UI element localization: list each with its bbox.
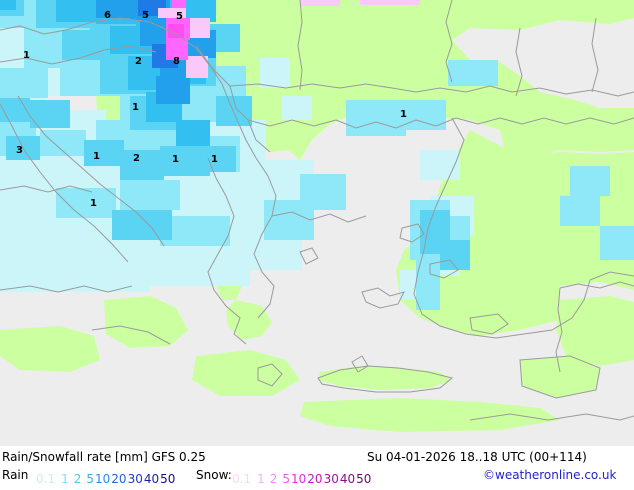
scale-value: 40 [143, 472, 160, 486]
precip-value-label: 6 [104, 10, 111, 21]
precip-value-label: 1 [93, 151, 100, 162]
scale-value: 10 [291, 472, 307, 486]
precip-value-label: 1 [211, 154, 218, 165]
precip-value-label: 3 [16, 145, 23, 156]
precip-value-label: 1 [90, 198, 97, 209]
scale-value: 20 [111, 472, 127, 486]
legend-footer: Rain/Snowfall rate [mm] GFS 0.25 Su 04-0… [0, 446, 634, 490]
scale-value: 20 [307, 472, 323, 486]
scale-value: 30 [323, 472, 339, 486]
scale-value: 1 [61, 472, 69, 486]
scale-value: 0.1 [232, 472, 252, 486]
scale-value: 40 [339, 472, 356, 486]
valid-datetime: Su 04-01-2026 18..18 UTC (00+114) [367, 450, 587, 464]
scale-value: 5 [86, 472, 95, 486]
footer-title-row: Rain/Snowfall rate [mm] GFS 0.25 Su 04-0… [0, 450, 634, 466]
chart-title: Rain/Snowfall rate [mm] GFS 0.25 [2, 450, 206, 464]
map-canvas[interactable]: 6 5 5 1 2 8 1 1 3 1 2 1 1 1 [0, 0, 634, 446]
precip-value-label: 1 [23, 50, 30, 61]
precip-value-label: 1 [172, 154, 179, 165]
scale-value: 50 [356, 472, 372, 486]
precip-value-label: 5 [176, 11, 183, 22]
rain-legend-label: Rain [2, 468, 29, 482]
precip-value-label: 1 [400, 109, 407, 120]
scale-value: 5 [282, 472, 291, 486]
precip-value-label: 2 [135, 56, 142, 67]
scale-value: 30 [127, 472, 143, 486]
scale-value: 50 [160, 472, 176, 486]
precip-value-label: 1 [132, 102, 139, 113]
rain-color-scale: 0.1 1 2 51020304050 [36, 468, 176, 487]
footer-scale-row: Rain 0.1 1 2 51020304050 Snow: 0.1 1 2 5102030… [0, 468, 634, 487]
precip-value-label: 5 [142, 10, 149, 21]
precip-value-label: 8 [173, 56, 180, 67]
copyright-notice[interactable]: ©weatheronline.co.uk [483, 468, 617, 482]
snow-color-scale: 0.1 1 2 51020304050 [232, 468, 372, 487]
scale-value: 2 [73, 472, 82, 486]
coastline-layer [0, 0, 634, 421]
scale-value: 10 [95, 472, 111, 486]
scale-value: 0.1 [36, 472, 56, 486]
precipitation-layer [0, 0, 634, 310]
scale-value: 1 [257, 472, 265, 486]
scale-value: 2 [269, 472, 278, 486]
map-graphic [0, 0, 634, 432]
snow-legend-label: Snow: [196, 468, 232, 482]
precip-value-label: 2 [133, 153, 140, 164]
